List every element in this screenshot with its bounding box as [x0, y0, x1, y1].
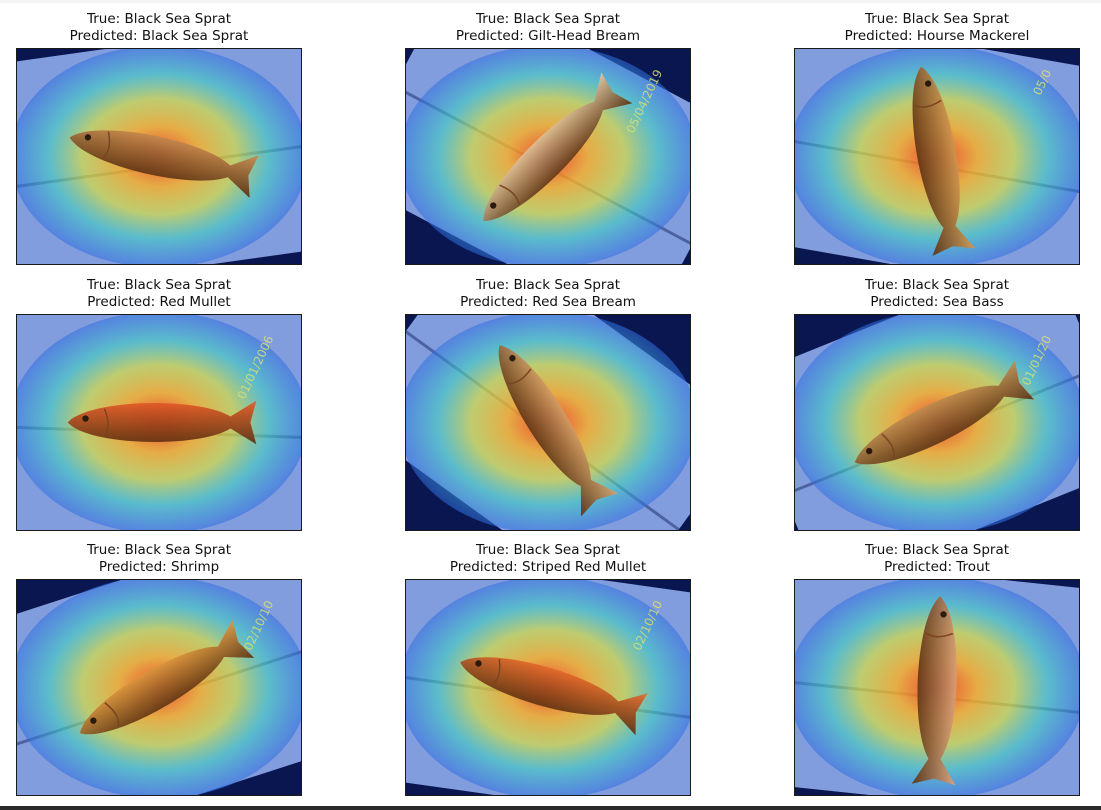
predicted-label: Predicted: Red Mullet: [87, 293, 231, 310]
predicted-label: Predicted: Sea Bass: [870, 293, 1004, 310]
predicted-label: Predicted: Gilt-Head Bream: [455, 27, 641, 44]
predicted-label: Predicted: Hourse Mackerel: [844, 27, 1030, 44]
true-label: True: Black Sea Sprat: [86, 542, 232, 558]
gradcam-image: [405, 314, 691, 531]
fish: [69, 130, 259, 199]
fish: [483, 72, 633, 221]
gradcam-image: 01/01/20: [794, 314, 1080, 531]
fish: [854, 360, 1035, 465]
gradcam-image: [16, 48, 302, 265]
panel-title: True: Black Sea Sprat Predicted: Gilt-He…: [345, 11, 751, 44]
fish: [460, 657, 648, 736]
true-label: True: Black Sea Sprat: [864, 277, 1010, 293]
gradcam-image: 01/01/2006: [16, 314, 302, 531]
true-label: True: Black Sea Sprat: [475, 277, 621, 293]
gradcam-image: [794, 579, 1080, 796]
fish: [79, 620, 255, 735]
predicted-label: Predicted: Black Sea Sprat: [69, 27, 249, 44]
true-label: True: Black Sea Sprat: [86, 11, 232, 27]
predicted-label: Predicted: Trout: [884, 558, 990, 575]
panel-title: True: Black Sea Sprat Predicted: Striped…: [345, 542, 751, 575]
true-label: True: Black Sea Sprat: [475, 542, 621, 558]
predicted-label: Predicted: Red Sea Bream: [460, 293, 636, 310]
true-label: True: Black Sea Sprat: [86, 277, 232, 293]
figure-top-edge: [0, 0, 1101, 3]
panel-title: True: Black Sea Sprat Predicted: Shrimp: [0, 542, 362, 575]
gradcam-image: 02/10/10: [16, 579, 302, 796]
panel-title: True: Black Sea Sprat Predicted: Hourse …: [734, 11, 1101, 44]
true-label: True: Black Sea Sprat: [864, 11, 1010, 27]
gradcam-image: 05/04/2019: [405, 48, 691, 265]
true-label: True: Black Sea Sprat: [864, 542, 1010, 558]
true-label: True: Black Sea Sprat: [475, 11, 621, 27]
fish: [67, 400, 257, 445]
panel-title: True: Black Sea Sprat Predicted: Sea Bas…: [734, 277, 1101, 310]
gradcam-image: 05/0: [794, 48, 1080, 265]
figure-bottom-edge: [0, 806, 1101, 810]
gradcam-image: 02/10/10: [405, 579, 691, 796]
panel-title: True: Black Sea Sprat Predicted: Black S…: [0, 11, 362, 44]
fish: [498, 345, 619, 517]
fish: [912, 66, 976, 256]
panel-title: True: Black Sea Sprat Predicted: Trout: [734, 542, 1101, 575]
panel-title: True: Black Sea Sprat Predicted: Red Mul…: [0, 277, 362, 310]
predicted-label: Predicted: Shrimp: [98, 558, 220, 575]
panel-title: True: Black Sea Sprat Predicted: Red Sea…: [345, 277, 751, 310]
predicted-label: Predicted: Striped Red Mullet: [449, 558, 647, 575]
fish: [911, 596, 957, 786]
